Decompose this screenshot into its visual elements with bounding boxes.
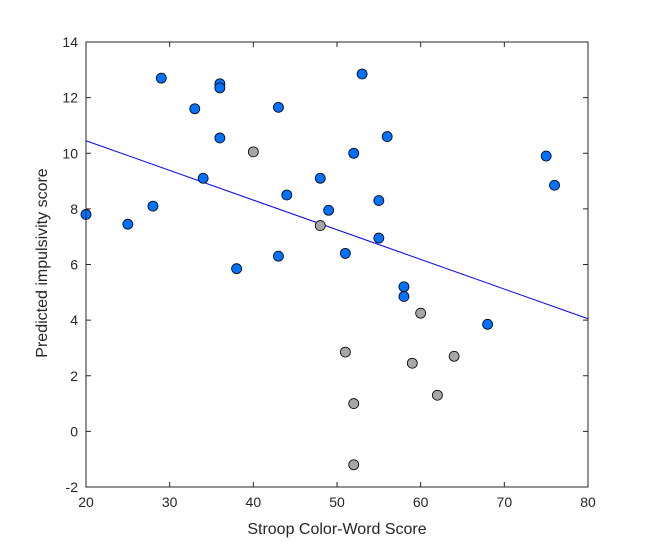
data-point-blue: [314, 172, 326, 184]
data-point-blue: [214, 82, 226, 94]
y-axis-title: Predicted impulsivity score: [34, 168, 51, 358]
data-point-gray: [247, 146, 259, 158]
data-point-blue: [273, 250, 284, 262]
data-point-blue: [549, 179, 560, 191]
y-tick-label: 6: [70, 257, 78, 273]
data-point-gray: [348, 398, 360, 409]
y-tick-label: 4: [70, 312, 78, 328]
data-point-gray: [314, 220, 326, 231]
data-point-blue: [147, 200, 159, 212]
x-tick-label: 70: [497, 494, 513, 510]
data-point-gray: [448, 350, 460, 362]
y-tick-label: -2: [66, 479, 79, 495]
data-point-blue: [155, 72, 167, 84]
y-tick-label: 14: [62, 34, 78, 50]
data-point-blue: [197, 172, 209, 184]
x-tick-label: 40: [246, 494, 262, 510]
y-tick-label: 0: [70, 423, 78, 439]
data-point-gray: [415, 307, 427, 319]
axes: 20 30 40 50 60 70 80 -2 0 2 4 6 8 10 12 14: [62, 34, 596, 510]
data-point-blue: [373, 232, 385, 244]
regression-line: [85, 140, 589, 320]
data-point-blue: [348, 147, 360, 159]
data-point-gray: [339, 346, 351, 358]
data-point-blue: [356, 68, 368, 80]
data-point-blue: [398, 281, 410, 293]
x-tick-label: 50: [329, 494, 345, 510]
x-tick-label: 60: [413, 494, 429, 510]
data-point-blue: [540, 150, 552, 162]
data-point-gray: [406, 357, 418, 369]
data-point-blue: [398, 291, 410, 302]
y-tick-label: 10: [62, 145, 78, 161]
data-point-blue: [122, 218, 134, 230]
plot-area: [80, 68, 589, 471]
data-point-blue: [381, 131, 393, 142]
data-point-blue: [231, 263, 243, 275]
data-point-blue: [323, 204, 335, 216]
data-point-blue: [273, 101, 284, 113]
data-point-blue: [373, 195, 385, 206]
data-point-gray: [348, 459, 360, 471]
x-tick-label: 80: [580, 494, 596, 510]
data-point-blue: [281, 189, 293, 201]
x-tick-label: 30: [162, 494, 178, 510]
data-point-gray: [431, 389, 443, 401]
data-point-blue: [482, 318, 494, 330]
y-tick-label: 8: [70, 201, 78, 217]
x-axis-title: Stroop Color-Word Score: [247, 521, 426, 538]
data-point-blue: [189, 103, 201, 115]
data-point-blue: [214, 132, 226, 144]
data-point-blue: [339, 247, 351, 259]
y-tick-label: 12: [62, 90, 78, 106]
y-tick-label: 2: [70, 368, 78, 384]
x-tick-label: 20: [78, 494, 94, 510]
